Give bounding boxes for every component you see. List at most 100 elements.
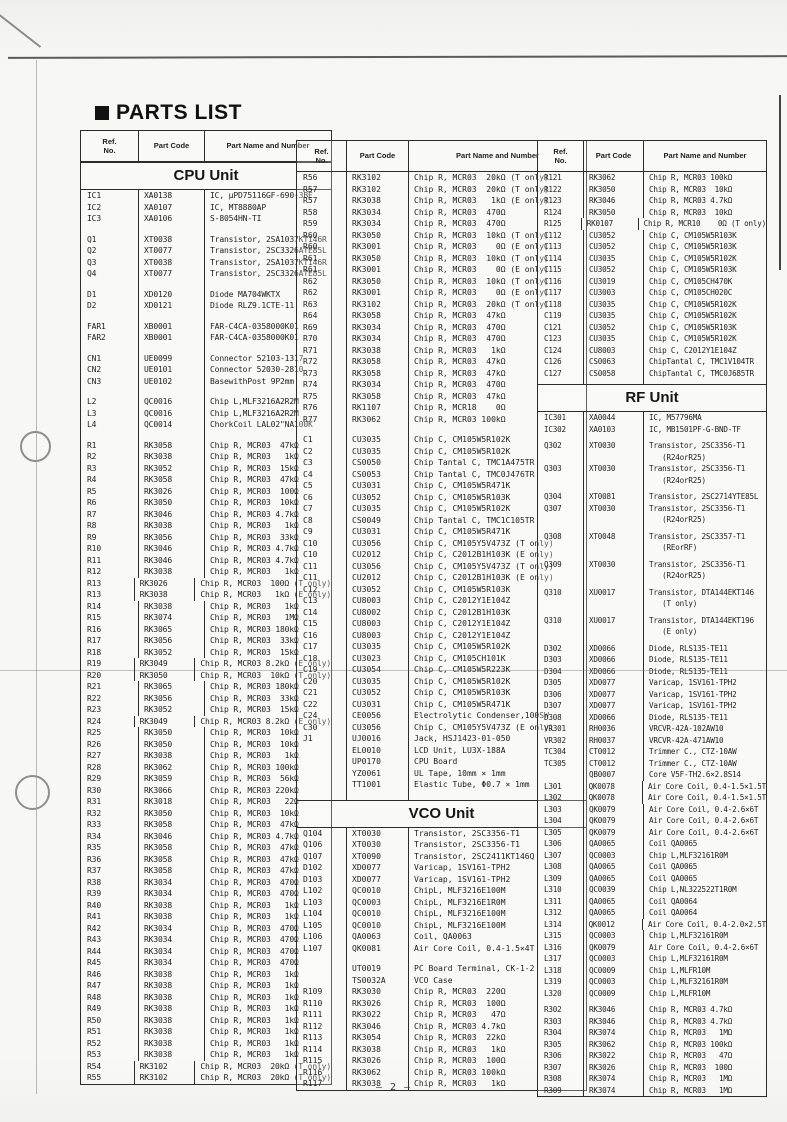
part-code-cell (584, 626, 644, 638)
ref-cell: R70 (297, 333, 347, 345)
ref-cell: R76 (297, 402, 347, 414)
ref-cell: Q4 (81, 268, 139, 280)
part-name-cell: Chip R, MCR03 1kΩ (210, 567, 299, 576)
table-row: R71 RK3038 Chip R, MCR03 1kΩ (297, 344, 586, 356)
table-row: R56 RK3102 Chip R, MCR03 20kΩ (T only) (297, 172, 586, 184)
ref-cell: R72 (297, 356, 347, 368)
ref-cell (538, 609, 584, 615)
ref-cell: R10 (81, 543, 139, 555)
part-code-cell: RK3054 (347, 1032, 409, 1044)
part-name-cell: (R24orR25) (649, 571, 706, 580)
part-name-cell: Chip C, CM105CH470K (649, 276, 733, 286)
part-name-cell: Transistor, DTA144EKT146 (649, 587, 754, 597)
ref-cell: R62 (297, 275, 347, 287)
part-name-cell: Diode, RLS135-TE11 (649, 655, 728, 664)
table-row: R26 RK3050 Chip R, MCR03 10kΩ (81, 738, 331, 750)
ref-cell (297, 954, 347, 963)
unit-section-header: VCO Unit (297, 799, 586, 828)
part-code-cell: RK3018 (139, 796, 205, 808)
part-code-cell: RK1107 (347, 402, 409, 414)
table-row: R61 RK3050 Chip R, MCR03 10kΩ (T only) (297, 252, 586, 264)
part-name-cell: (R24orR25) (649, 515, 706, 524)
ref-cell: R4 (81, 474, 139, 486)
part-name-cell: Chip R, MCR03 180kΩ (210, 624, 299, 634)
ref-cell: R7 (81, 508, 139, 520)
ref-cell: TC305 (538, 757, 584, 769)
table-row: Q308 XT0048 Transistor, 2SC3357-T1 (538, 530, 766, 542)
part-code-cell: QC0010 (347, 908, 409, 920)
table-row: TT1001 Elastic Tube, Φ0.7 × 1mm (297, 779, 586, 791)
ref-cell: C10 (297, 537, 347, 549)
part-name-cell: Chip L,NL322522T1R0M (649, 885, 737, 894)
ref-cell: R33 (81, 819, 139, 831)
part-name-cell: Chip C, CM105W5R103K (649, 322, 737, 332)
part-code-cell: RK3034 (139, 922, 205, 934)
table-row: TC305 CT0012 Trimmer C., CTZ-10AW (538, 757, 766, 769)
part-name-cell: FAR-C4CA-0358000K01 (210, 321, 299, 331)
table-row: R18 RK3052 Chip R, MCR03 15kΩ (81, 646, 331, 658)
part-name-cell: Chip C, CM105W5R471K (414, 699, 511, 709)
part-name-cell: Chip R, MCR03 47kΩ (210, 854, 299, 864)
part-name-cell: ChipL, MLF3216E100M (414, 920, 506, 930)
spacer-row (81, 279, 331, 289)
table-row: EL0010 LCD Unit, LU3X-188A (297, 744, 586, 756)
ref-cell: L318 (538, 964, 584, 976)
part-code-cell (584, 999, 644, 1004)
part-code-cell: RK3046 (347, 1020, 409, 1032)
spacer-row (538, 999, 766, 1004)
part-code-cell: RK3102 (347, 172, 409, 184)
ref-cell: C123 (538, 333, 584, 345)
part-name-cell: Chip R, MCR03 1kΩ (E only) (200, 590, 331, 599)
table-row: C116 CU3019 Chip C, CM105CH470K (538, 275, 766, 287)
ref-cell: C22 (297, 698, 347, 710)
part-name-cell: (REorRF) (649, 543, 698, 552)
part-code-cell: RK3065 (139, 681, 205, 693)
part-code-cell (584, 542, 644, 554)
part-code-cell: CU8002 (347, 606, 409, 618)
part-code-cell: CU3035 (347, 503, 409, 515)
part-code-cell: XT0048 (584, 530, 644, 542)
part-name-cell: Chip R, MCR03 4.7kΩ (210, 555, 299, 565)
table-row: QB0007 Core V5F-TH2.6×2.8S14 (538, 769, 766, 781)
table-row: R11 RK3046 Chip R, MCR03 4.7kΩ (81, 554, 331, 566)
part-name-cell: Chip R, MCR03 1kΩ (210, 521, 299, 530)
ref-cell: R58 (297, 206, 347, 218)
ref-cell (297, 767, 347, 779)
ref-cell: C116 (538, 275, 584, 287)
part-name-cell: Chip R, MCR03 100Ω (649, 1062, 733, 1072)
part-code-cell: CU2012 (347, 572, 409, 584)
part-name-cell: (R24orR25) (649, 452, 706, 462)
ref-cell: R117 (297, 1078, 347, 1090)
table-row: R60 RK3050 Chip R, MCR03 10kΩ (T only) (297, 229, 586, 241)
table-row: L307 QC0003 Chip L,MLF32161R0M (538, 849, 766, 861)
part-code-cell: RK3038 (139, 1014, 205, 1026)
table-row: R42 RK3034 Chip R, MCR03 470Ω (81, 922, 331, 934)
ref-cell: R43 (81, 934, 139, 946)
ref-cell: L310 (538, 884, 584, 896)
part-code-cell: QA0065 (584, 907, 644, 919)
part-name-cell: Chip C, CM105W5R102K (414, 642, 511, 651)
ref-cell: TC304 (538, 746, 584, 758)
part-code-cell: RK3058 (139, 865, 205, 877)
ref-cell: R39 (81, 888, 139, 900)
ref-cell: Q310 (538, 586, 584, 598)
part-name-cell: ChorkCoil LAL02"NA100K (210, 420, 313, 429)
part-name-cell: Chip R, MCR03 470Ω (414, 322, 506, 332)
part-name-cell: Chip R, MCR03 10kΩ (T only) (200, 670, 331, 680)
part-code-cell: CS0050 (347, 457, 409, 469)
part-name-cell: Chip R, MCR18 0Ω (414, 403, 506, 412)
ref-cell: R50 (81, 1014, 139, 1026)
part-code-cell (584, 525, 644, 531)
table-row: C3 CS0050 Chip Tantal C, TMC1A475TR (297, 457, 586, 469)
part-code-cell: RK3034 (347, 333, 409, 345)
part-code-cell (584, 637, 644, 643)
part-code-cell: QC0016 (139, 407, 205, 419)
part-code-cell: XT0077 (139, 245, 205, 257)
column-header-part-code: Part Code (347, 141, 409, 171)
spacer-row (538, 486, 766, 491)
part-code-cell: CU3035 (347, 675, 409, 687)
part-name-cell: Coil, QA0063 (414, 932, 472, 941)
table-row: R19 RK3049 Chip R, MCR03 8.2kΩ (E only) (81, 658, 331, 670)
part-name-cell: Chip C, CM105W5R102K (414, 435, 511, 444)
